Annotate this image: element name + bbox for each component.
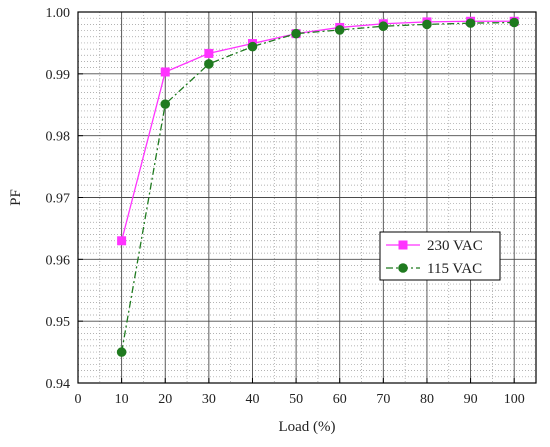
y-tick-label: 0.95	[46, 315, 71, 330]
data-point-circle	[378, 21, 389, 32]
x-tick-label: 60	[333, 392, 347, 407]
data-point-circle	[204, 59, 214, 69]
data-point-square	[117, 236, 127, 246]
series-layer	[116, 16, 519, 357]
series-line-1	[120, 20, 515, 241]
legend-marker-square	[398, 240, 408, 250]
series-line-2	[120, 21, 515, 353]
data-point-circle	[160, 99, 171, 109]
data-point-square	[204, 48, 214, 58]
x-tick-label: 70	[376, 392, 390, 407]
legend-label: 230 VAC	[427, 238, 483, 254]
x-tick-label: 100	[504, 392, 525, 407]
legend-label: 115 VAC	[427, 261, 482, 277]
axis-ticks	[77, 11, 515, 384]
x-tick-label: 50	[289, 392, 303, 407]
data-point-square	[160, 67, 170, 77]
x-tick-label: 90	[464, 392, 478, 407]
tick-labels: 0 10 20 30 40 50 60 70 80 90 100 0.94 0.95 0.96 0.97 0.…	[46, 6, 525, 407]
legend-box	[379, 231, 501, 281]
x-tick-label: 20	[158, 392, 172, 407]
data-point-circle	[334, 25, 345, 35]
data-point-circle	[291, 28, 301, 39]
legend: 230 VAC 115 VAC	[379, 231, 501, 281]
y-tick-label: 0.98	[46, 130, 71, 145]
legend-marker-circle	[398, 263, 408, 273]
legend-items: 230 VAC 115 VAC	[386, 238, 483, 277]
x-tick-label: 40	[245, 392, 259, 407]
x-tick-label: 0	[75, 392, 82, 407]
x-tick-label: 80	[420, 392, 434, 407]
x-axis-title: Load (%)	[278, 419, 335, 435]
data-point-circle	[509, 17, 519, 28]
y-tick-label: 0.96	[46, 253, 71, 268]
data-point-circle	[465, 18, 476, 28]
data-point-circle	[116, 347, 127, 357]
y-tick-label: 1.00	[46, 6, 71, 21]
y-axis-title: PF	[8, 189, 24, 206]
y-tick-label: 0.97	[46, 192, 71, 207]
x-tick-label: 10	[115, 392, 129, 407]
x-tick-label: 30	[202, 392, 216, 407]
data-point-circle	[422, 19, 432, 30]
data-point-circle	[247, 41, 258, 52]
y-tick-label: 0.94	[46, 377, 71, 392]
y-tick-label: 0.99	[46, 68, 71, 83]
